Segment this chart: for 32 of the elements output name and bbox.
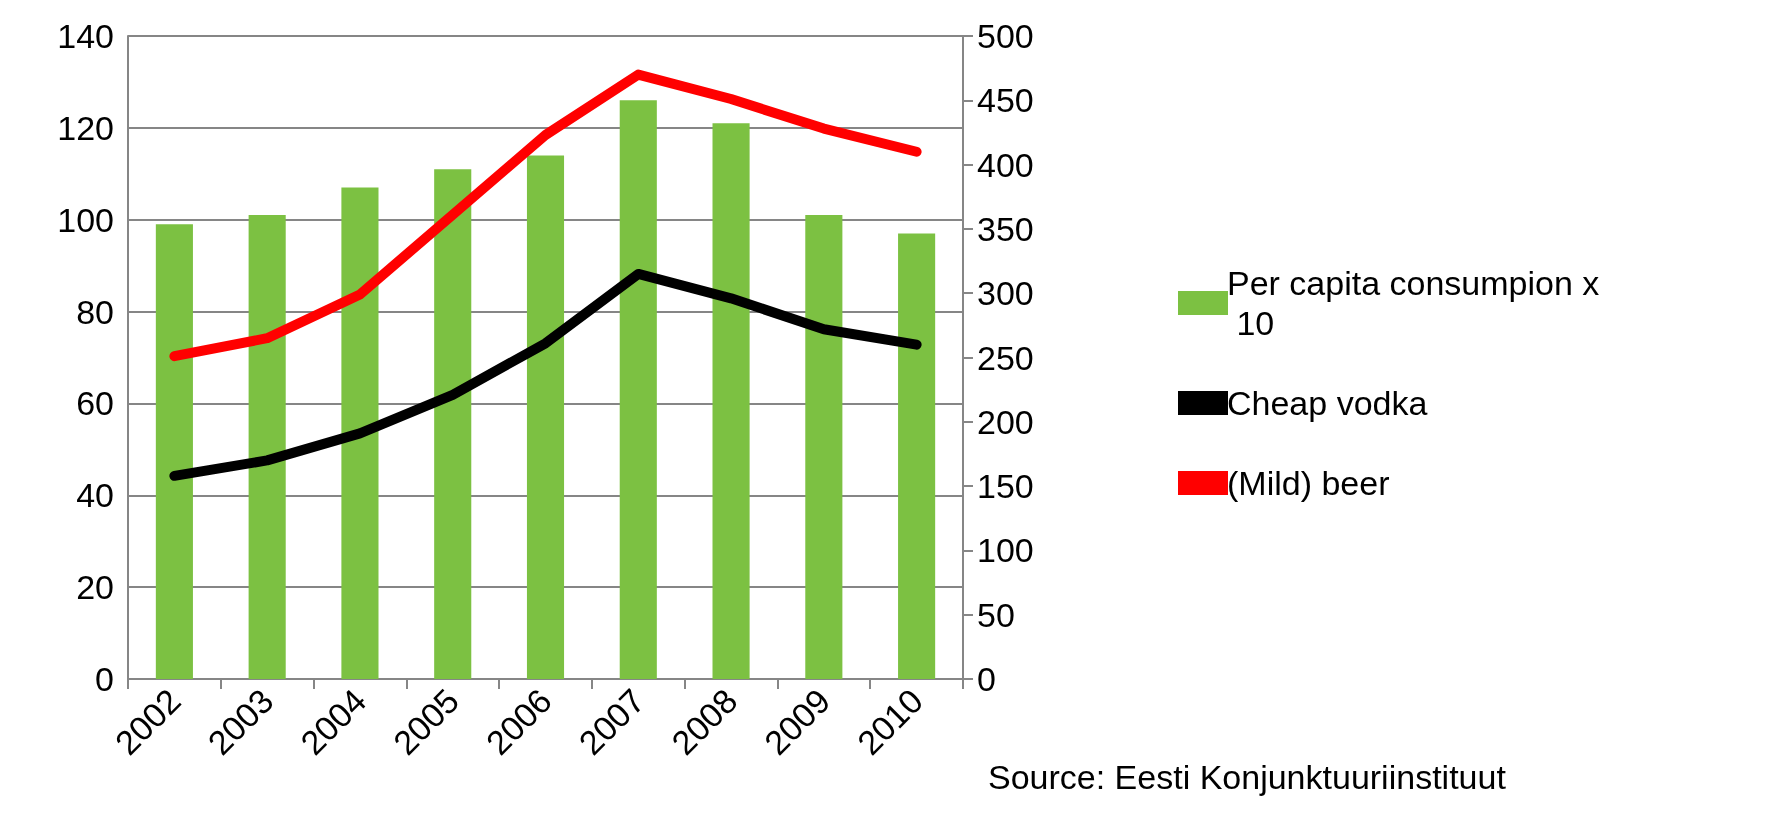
y2-tick-label: 0 [977,660,996,698]
bar [341,187,379,679]
y2-tick-label: 150 [977,467,1034,506]
legend-label: Cheap vodka [1227,384,1428,422]
bar [434,169,472,679]
y2-tick-label: 250 [977,338,1034,377]
y2-tick-label: 300 [977,274,1034,313]
bar [526,155,565,679]
legend-label: Per capita consumpion x 10 [1227,264,1600,342]
y2-tick-label: 200 [977,402,1034,441]
y2-tick-label: 100 [977,531,1034,570]
y2-tick-label: 400 [977,145,1034,184]
y-tick-label: 80 [76,292,114,331]
y-tick-label: 40 [76,476,114,515]
y2-tick-label: 50 [977,595,1015,634]
y-tick-label: 120 [57,108,114,147]
y2-tick-label: 450 [977,81,1034,120]
y-tick-label: 0 [95,660,114,698]
legend-label: (Mild) beer [1227,464,1390,502]
y-tick-label: 60 [76,384,114,423]
bar [248,215,286,679]
source-note: Source: Eesti Konjunktuuriinstituut [988,758,1507,796]
bar [712,123,750,679]
y-tick-label: 140 [57,17,114,55]
y-tick-label: 100 [57,200,114,239]
bar [898,233,936,679]
bar [155,224,193,679]
y2-tick-label: 500 [977,17,1034,55]
bar [805,215,843,679]
y2-tick-label: 350 [977,209,1034,248]
y-tick-label: 20 [76,568,114,607]
bar [619,100,657,679]
